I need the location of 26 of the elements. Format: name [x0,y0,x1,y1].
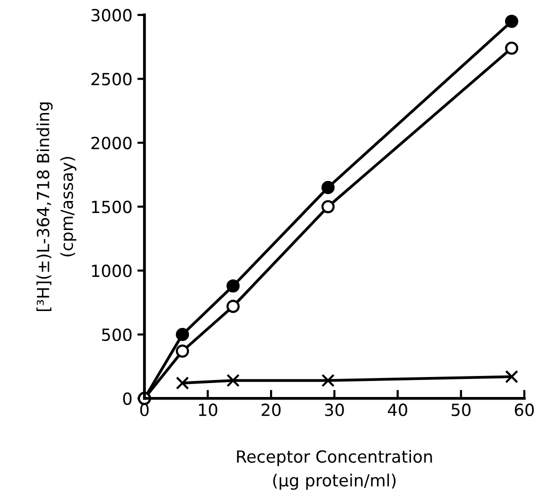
point [176,344,190,358]
x-tick-label: 40 [388,404,408,416]
y-tick-label: 3000 [92,8,132,22]
y-tick-label: 2500 [91,72,132,86]
x-axis-title: Receptor Concentration (μg protein/ml) [237,450,432,490]
point [226,279,240,293]
point [505,42,518,55]
x-tick-label: 30 [325,404,344,416]
point [176,376,190,390]
point [505,370,518,384]
y-tick-label: 1500 [92,200,132,214]
point [176,328,190,342]
y-tick-label: 1000 [92,264,132,278]
point [226,300,240,313]
point [321,180,335,194]
x-tick-label: 60 [514,404,534,416]
y-axis-title: [³H](±)L-364,718 Binding (cpm/assay) [36,102,76,311]
y-tick-label: 0 [123,392,132,405]
x-tick-label: 50 [452,404,470,416]
point [321,200,335,214]
point [226,374,240,388]
point [505,14,518,28]
y-tick-label: 2000 [91,136,132,150]
x-tick-label: 10 [198,404,218,416]
y-tick-label: 500 [102,328,132,342]
x-tick-label: 20 [262,404,281,416]
